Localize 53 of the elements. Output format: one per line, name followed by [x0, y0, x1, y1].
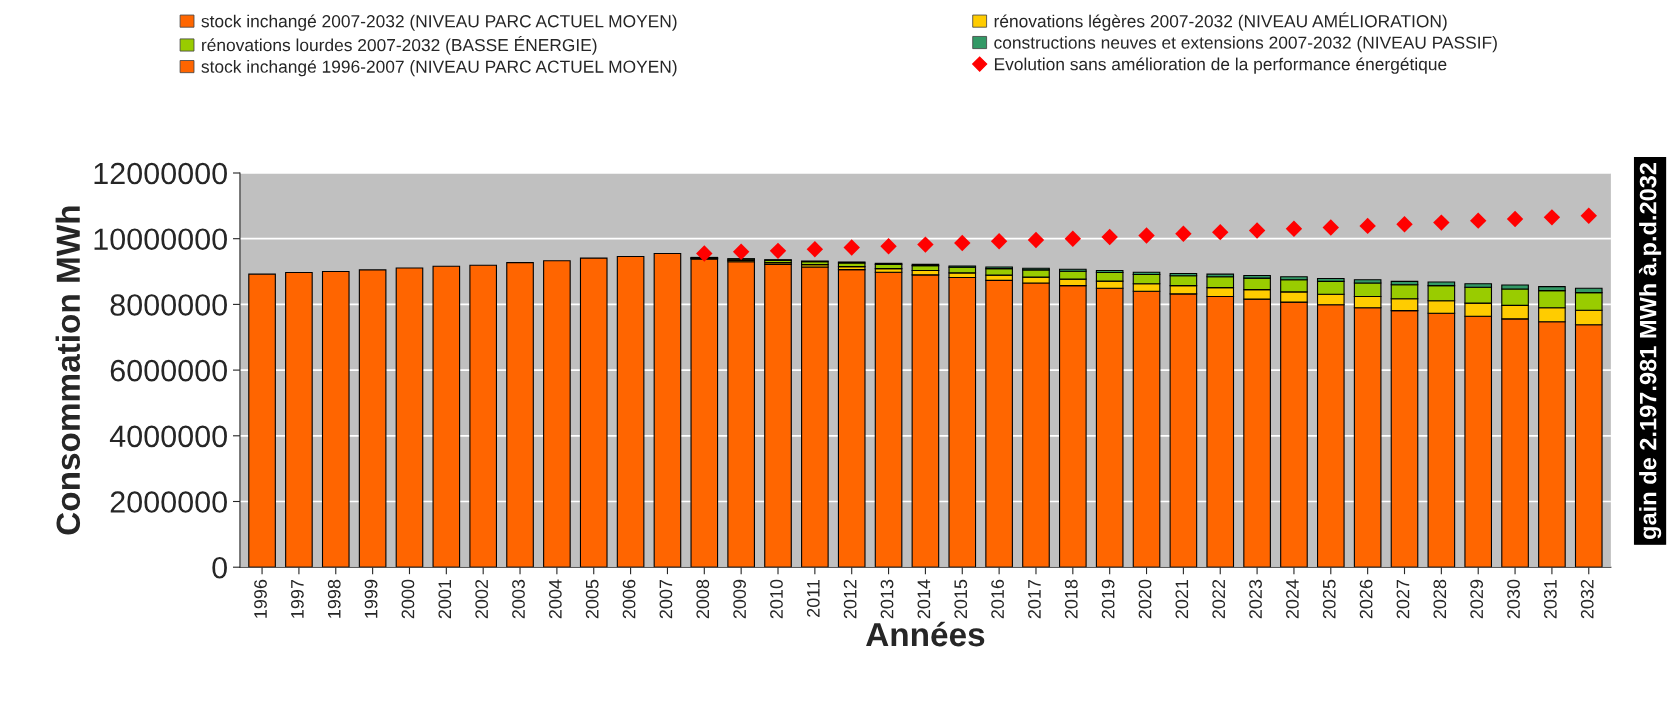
x-tick-label: 2023 [1249, 579, 1262, 619]
legend-label: rénovations lourdes 2007-2032 (BASSE ÉNERGIE) [202, 36, 597, 55]
legend-label: stock inchangé 1996-2007 (NIVEAU PARC ACTUEL MOYEN) [201, 59, 677, 77]
x-tick-label: 2024 [1286, 579, 1299, 619]
x-tick-label: 2001 [438, 579, 452, 619]
x-tick-label: 2018 [1064, 579, 1078, 619]
x-tick-label: 2028 [1433, 579, 1447, 619]
x-tick-label: 2014 [917, 579, 931, 619]
x-tick-label: 2011 [806, 579, 820, 617]
legend-label: stock inchangé 2007-2032 (NIVEAU PARC ACTUEL MOYEN) [201, 14, 677, 31]
legend-label: Evolution sans amélioration de la performance énergétique [994, 57, 1447, 74]
x-tick-label: 2008 [696, 579, 710, 619]
y-axis-title: Consommation MWh [55, 206, 81, 535]
x-tick-label: 2027 [1396, 579, 1410, 619]
x-tick-label: 1997 [290, 579, 304, 618]
x-tick-label: 2012 [843, 579, 857, 619]
x-tick-label: 2000 [401, 579, 415, 619]
legend-label: rénovations légères 2007-2032 (NIVEAU AMÉLIORATION) [994, 12, 1447, 31]
x-tick-label: 2017 [1028, 579, 1041, 619]
x-tick-label: 2009 [733, 579, 746, 619]
x-tick-label: 2025 [1322, 579, 1336, 619]
x-tick-label: 2020 [1138, 579, 1152, 619]
x-tick-label: 2030 [1507, 579, 1520, 619]
x-tick-label: 2006 [622, 579, 636, 619]
text: gain de 2.197.981 MWh à.p.d.2032 [1638, 162, 1662, 539]
x-tick-label: 2003 [512, 579, 525, 619]
x-axis-title: Années [866, 621, 985, 647]
y-tick-label: 6000000 [110, 359, 227, 382]
y-tick-label: 0 [212, 556, 227, 579]
x-tick-label: 1998 [327, 579, 341, 618]
x-tick-label: 2004 [548, 579, 562, 619]
x-tick-label: 2013 [880, 579, 894, 619]
x-tick-label: 2015 [954, 579, 968, 619]
x-tick-label: 2029 [1470, 579, 1484, 619]
legend-label: constructions neuves et extensions 2007-2032 (NIVEAU PASSIF) [994, 36, 1497, 53]
y-tick-label: 10000000 [94, 228, 227, 251]
x-tick-label: 2007 [659, 579, 673, 619]
x-tick-label: 2022 [1212, 579, 1226, 619]
x-tick-label: 2002 [475, 579, 489, 619]
x-tick-label: 2016 [991, 579, 1004, 619]
y-tick-label: 2000000 [110, 491, 227, 513]
x-tick-label: 2026 [1359, 579, 1373, 619]
y-tick-label: 8000000 [110, 294, 227, 316]
x-tick-label: 2005 [585, 579, 599, 619]
y-tick-label: 4000000 [109, 425, 227, 448]
x-tick-label: 2032 [1580, 579, 1594, 619]
x-tick-label: 2021 [1175, 579, 1189, 619]
x-tick-label: 1999 [364, 579, 378, 618]
x-tick-label: 2019 [1101, 579, 1115, 619]
x-tick-label: 2010 [770, 579, 783, 619]
x-tick-label: 2031 [1543, 579, 1557, 619]
x-tick-label: 1996 [254, 579, 267, 618]
y-tick-label: 12000000 [94, 162, 227, 185]
